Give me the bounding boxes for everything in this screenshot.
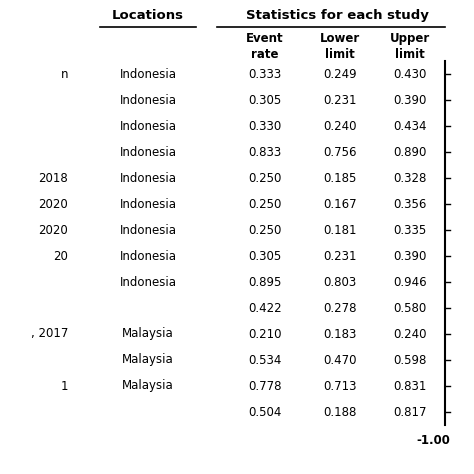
- Text: 0.434: 0.434: [393, 119, 427, 133]
- Text: 0.333: 0.333: [248, 67, 282, 81]
- Text: 0.504: 0.504: [248, 405, 282, 419]
- Text: 0.598: 0.598: [393, 354, 427, 366]
- Text: 0.278: 0.278: [323, 301, 357, 315]
- Text: Indonesia: Indonesia: [119, 93, 176, 107]
- Text: 0.167: 0.167: [323, 198, 357, 210]
- Text: 0.183: 0.183: [323, 328, 357, 340]
- Text: Indonesia: Indonesia: [119, 67, 176, 81]
- Text: 0.833: 0.833: [248, 146, 282, 158]
- Text: , 2017: , 2017: [31, 328, 68, 340]
- Text: 2020: 2020: [38, 198, 68, 210]
- Text: 0.817: 0.817: [393, 405, 427, 419]
- Text: Upper
limit: Upper limit: [390, 31, 430, 61]
- Text: Indonesia: Indonesia: [119, 146, 176, 158]
- Text: Malaysia: Malaysia: [122, 328, 174, 340]
- Text: 0.580: 0.580: [393, 301, 427, 315]
- Text: 0.335: 0.335: [393, 224, 427, 237]
- Text: Indonesia: Indonesia: [119, 172, 176, 184]
- Text: n: n: [61, 67, 68, 81]
- Text: 0.430: 0.430: [393, 67, 427, 81]
- Text: 0.356: 0.356: [393, 198, 427, 210]
- Text: 0.240: 0.240: [323, 119, 357, 133]
- Text: 0.240: 0.240: [393, 328, 427, 340]
- Text: -1.00: -1.00: [416, 434, 450, 447]
- Text: 0.713: 0.713: [323, 380, 357, 392]
- Text: Indonesia: Indonesia: [119, 119, 176, 133]
- Text: Lower
limit: Lower limit: [320, 31, 360, 61]
- Text: Malaysia: Malaysia: [122, 354, 174, 366]
- Text: 0.210: 0.210: [248, 328, 282, 340]
- Text: 0.185: 0.185: [323, 172, 357, 184]
- Text: Statistics for each study: Statistics for each study: [246, 9, 429, 22]
- Text: 0.756: 0.756: [323, 146, 357, 158]
- Text: Locations: Locations: [112, 9, 184, 22]
- Text: 0.250: 0.250: [248, 198, 282, 210]
- Text: 2020: 2020: [38, 224, 68, 237]
- Text: 0.422: 0.422: [248, 301, 282, 315]
- Text: 0.231: 0.231: [323, 249, 357, 263]
- Text: 0.231: 0.231: [323, 93, 357, 107]
- Text: 0.390: 0.390: [393, 249, 427, 263]
- Text: Indonesia: Indonesia: [119, 198, 176, 210]
- Text: 0.250: 0.250: [248, 224, 282, 237]
- Text: 0.831: 0.831: [393, 380, 427, 392]
- Text: Event
rate: Event rate: [246, 31, 284, 61]
- Text: Malaysia: Malaysia: [122, 380, 174, 392]
- Text: Indonesia: Indonesia: [119, 249, 176, 263]
- Text: 0.188: 0.188: [323, 405, 357, 419]
- Text: 0.390: 0.390: [393, 93, 427, 107]
- Text: 0.305: 0.305: [248, 249, 282, 263]
- Text: 20: 20: [53, 249, 68, 263]
- Text: 0.250: 0.250: [248, 172, 282, 184]
- Text: 0.534: 0.534: [248, 354, 282, 366]
- Text: 0.895: 0.895: [248, 275, 282, 289]
- Text: 0.890: 0.890: [393, 146, 427, 158]
- Text: 0.305: 0.305: [248, 93, 282, 107]
- Text: 0.181: 0.181: [323, 224, 357, 237]
- Text: Indonesia: Indonesia: [119, 224, 176, 237]
- Text: 0.778: 0.778: [248, 380, 282, 392]
- Text: 1: 1: [61, 380, 68, 392]
- Text: 2018: 2018: [38, 172, 68, 184]
- Text: 0.330: 0.330: [248, 119, 282, 133]
- Text: 0.328: 0.328: [393, 172, 427, 184]
- Text: 0.946: 0.946: [393, 275, 427, 289]
- Text: Indonesia: Indonesia: [119, 275, 176, 289]
- Text: 0.470: 0.470: [323, 354, 357, 366]
- Text: 0.249: 0.249: [323, 67, 357, 81]
- Text: 0.803: 0.803: [323, 275, 356, 289]
